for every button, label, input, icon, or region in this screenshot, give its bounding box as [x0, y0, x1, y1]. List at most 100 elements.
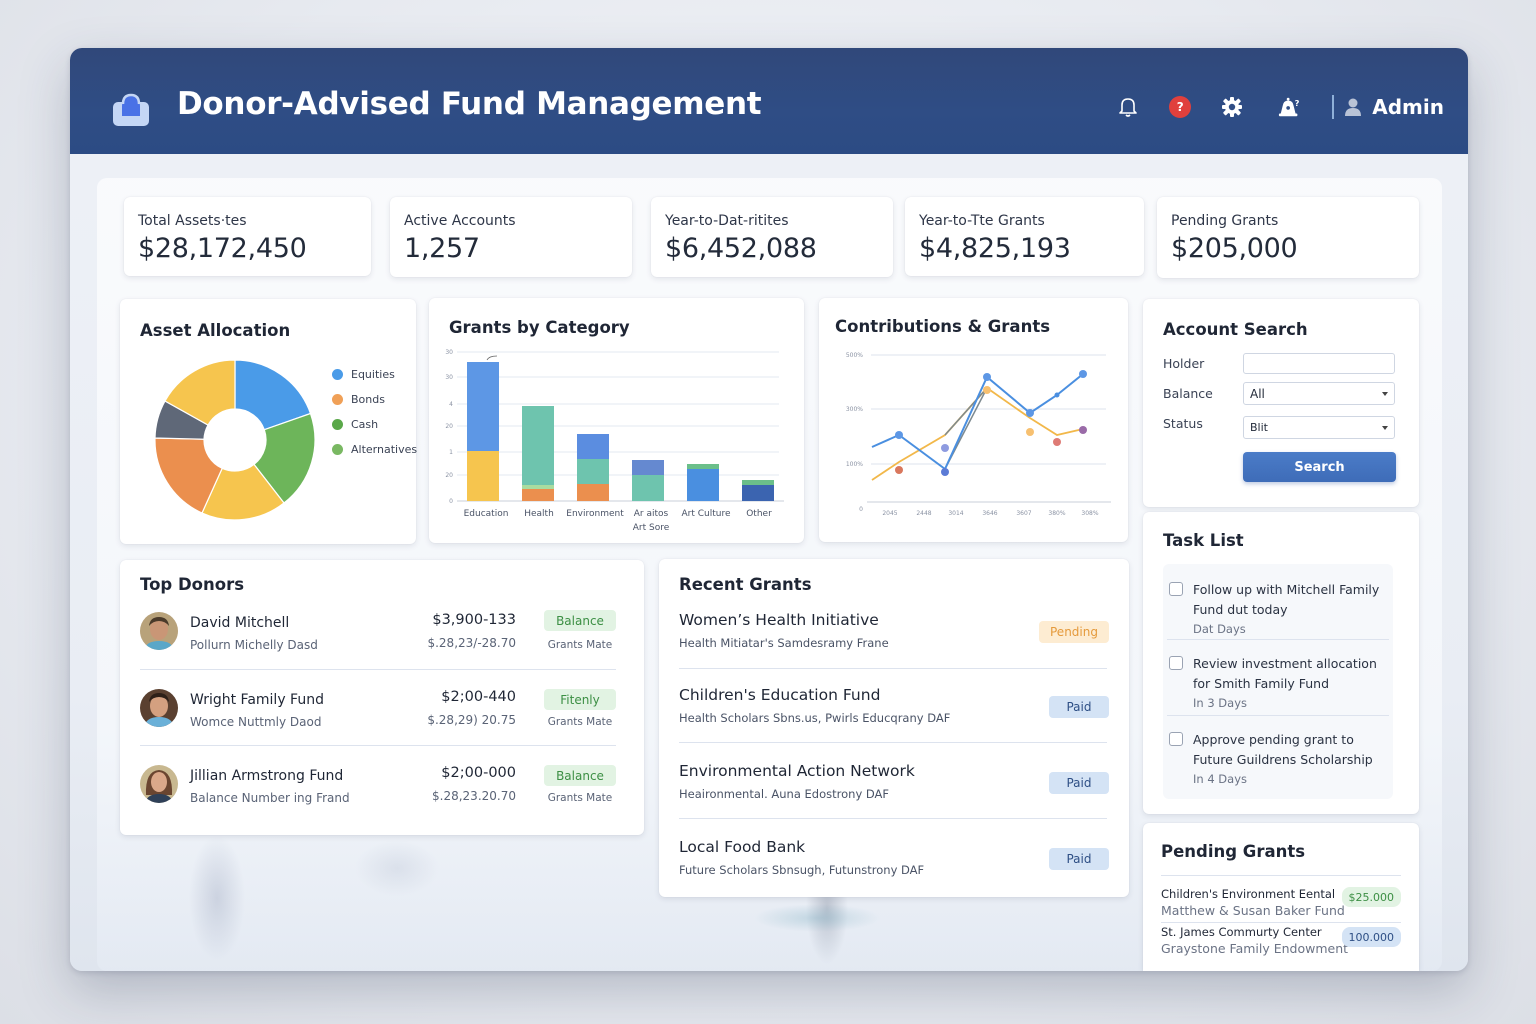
- pending-grant-row[interactable]: Children's Environment Eental Matthew & …: [1161, 887, 1401, 929]
- svg-text:Environment: Environment: [566, 509, 624, 519]
- card-title: Pending Grants: [1161, 842, 1306, 861]
- grant-name: Women’s Health Initiative: [679, 611, 879, 629]
- chevron-down-icon: [1382, 425, 1388, 430]
- stat-label: Year-to-Dat-ritites: [665, 213, 789, 229]
- svg-text:300%: 300%: [846, 406, 863, 413]
- grant-row[interactable]: Women’s Health Initiative Health Mitiata…: [679, 611, 1109, 681]
- svg-text:3014: 3014: [948, 510, 963, 517]
- svg-text:30: 30: [445, 374, 453, 381]
- donor-amount: $2;00-440: [441, 689, 516, 705]
- pending-grant-fund: Graystone Family Endowment: [1161, 941, 1349, 956]
- donor-sub: Womce Nuttmly Daod: [190, 715, 322, 729]
- asset-allocation-card: Asset Allocation Equities Bonds Cash Alt…: [120, 299, 417, 544]
- donor-badge: Fitenly: [544, 689, 616, 710]
- grant-sub: Health Scholars Sbns.us, Pwirls Educqran…: [679, 711, 951, 725]
- alert-settings-icon[interactable]: ?: [1278, 95, 1302, 119]
- donor-name: Wright Family Fund: [190, 692, 324, 708]
- svg-text:0: 0: [859, 506, 863, 513]
- svg-text:1: 1: [449, 449, 453, 456]
- donor-row[interactable]: Wright Family Fund Womce Nuttmly Daod $2…: [140, 687, 616, 763]
- gear-icon[interactable]: [1220, 95, 1244, 119]
- grant-sub: Health Mitiatar's Samdesramy Frane: [679, 636, 889, 650]
- svg-text:3607: 3607: [1016, 510, 1031, 517]
- status-select[interactable]: Blit: [1243, 416, 1395, 439]
- grant-row[interactable]: Local Food Bank Future Scholars Sbnsugh,…: [679, 838, 1109, 908]
- card-title: Account Search: [1163, 320, 1308, 339]
- grants-by-category-card: Grants by Category 30 30 4 20 1 20 0: [429, 298, 804, 543]
- donor-name: Jillian Armstrong Fund: [190, 768, 344, 784]
- status-badge: Paid: [1049, 696, 1109, 718]
- top-donors-card: Top Donors David Mitchell Pollurn Michel…: [120, 560, 644, 835]
- task-checkbox[interactable]: [1169, 582, 1183, 596]
- donor-grants-label: Grants Mate: [547, 639, 613, 651]
- task-due: In 4 Days: [1193, 772, 1248, 786]
- bell-icon[interactable]: [1116, 95, 1140, 119]
- svg-text:Art Culture: Art Culture: [681, 509, 730, 519]
- donor-row[interactable]: Jillian Armstrong Fund Balance Number in…: [140, 763, 616, 839]
- grants-by-category-bar-chart: 30 30 4 20 1 20 0: [445, 349, 784, 533]
- pending-grant-amount: 100.000: [1341, 927, 1401, 947]
- grant-name: Local Food Bank: [679, 838, 806, 856]
- stat-card-ytd-grants: Year-to-Tte Grants $4,825,193: [905, 197, 1144, 276]
- svg-text:380%: 380%: [1048, 510, 1065, 517]
- donor-amount: $3,900-133: [432, 612, 516, 628]
- svg-text:Ar aitos: Ar aitos: [634, 509, 669, 519]
- donor-row[interactable]: David Mitchell Pollurn Michelly Dasd $3,…: [140, 610, 616, 686]
- task-text: Approve pending grant to Future Guildren…: [1193, 732, 1373, 767]
- donor-avatar: [140, 689, 178, 727]
- legend-item: Alternatives: [332, 437, 417, 462]
- status-badge: Paid: [1049, 848, 1109, 870]
- status-badge: Paid: [1049, 772, 1109, 794]
- svg-text:Education: Education: [464, 509, 509, 519]
- svg-text:2045: 2045: [882, 510, 897, 517]
- card-title: Asset Allocation: [140, 321, 291, 340]
- search-button[interactable]: Search: [1243, 452, 1396, 482]
- pending-grant-row[interactable]: St. James Commurty Center Graystone Fami…: [1161, 925, 1401, 967]
- task-due: Dat Days: [1193, 622, 1246, 636]
- pending-grant-fund: Matthew & Susan Baker Fund: [1161, 903, 1345, 918]
- legend-item: Cash: [332, 412, 417, 437]
- grant-row[interactable]: Environmental Action Network Heaironment…: [679, 762, 1109, 832]
- pending-grant-amount: $25.000: [1341, 887, 1401, 907]
- donor-sub: Balance Number ing Frand: [190, 791, 350, 805]
- user-menu[interactable]: Admin: [1344, 95, 1444, 119]
- balance-label: Balance: [1163, 386, 1213, 401]
- legend-item: Bonds: [332, 387, 417, 412]
- balance-select-value: All: [1250, 386, 1265, 401]
- stat-card-ytd-contributions: Year-to-Dat-ritites $6,452,088: [651, 197, 893, 277]
- stat-label: Pending Grants: [1171, 213, 1279, 229]
- stat-label: Active Accounts: [404, 213, 516, 229]
- task-list-card: Task List Follow up with Mitchell Family…: [1143, 512, 1419, 814]
- svg-text:3646: 3646: [982, 510, 997, 517]
- donor-amount: $2;00-000: [441, 765, 516, 781]
- pending-grant-name: Children's Environment Eental: [1161, 887, 1336, 901]
- grant-row[interactable]: Children's Education Fund Health Scholar…: [679, 686, 1109, 756]
- svg-text:20: 20: [445, 423, 453, 430]
- stat-value: $4,825,193: [919, 233, 1071, 264]
- card-title: Top Donors: [140, 575, 245, 594]
- svg-text:0: 0: [449, 498, 453, 505]
- donor-sub: Pollurn Michelly Dasd: [190, 638, 318, 652]
- task-text: Review investment allocation for Smith F…: [1193, 656, 1377, 691]
- user-name: Admin: [1372, 95, 1444, 119]
- asset-allocation-donut-chart: [154, 359, 316, 521]
- stat-card-total-assets: Total Assets·tes $28,172,450: [124, 197, 371, 276]
- account-search-card: Account Search Holder Balance All Status…: [1143, 299, 1419, 507]
- svg-text:308%: 308%: [1081, 510, 1098, 517]
- task-checkbox[interactable]: [1169, 732, 1183, 746]
- grant-name: Environmental Action Network: [679, 762, 915, 780]
- svg-text:20: 20: [445, 472, 453, 479]
- holder-input[interactable]: [1243, 353, 1395, 374]
- help-icon[interactable]: ?: [1168, 95, 1192, 119]
- svg-text:2448: 2448: [916, 510, 931, 517]
- task-due: In 3 Days: [1193, 696, 1248, 710]
- task-checkbox[interactable]: [1169, 656, 1183, 670]
- donor-grants-label: Grants Mate: [547, 792, 613, 804]
- header-divider: [1332, 95, 1335, 119]
- stat-card-active-accounts: Active Accounts 1,257: [390, 197, 632, 277]
- donor-grants-amount: $.28,29) 20.75: [427, 713, 516, 727]
- balance-select[interactable]: All: [1243, 382, 1395, 405]
- app-header: Donor-Advised Fund Management ? ? Admin: [70, 48, 1468, 154]
- card-title: Recent Grants: [679, 575, 812, 594]
- card-title: Task List: [1163, 531, 1244, 550]
